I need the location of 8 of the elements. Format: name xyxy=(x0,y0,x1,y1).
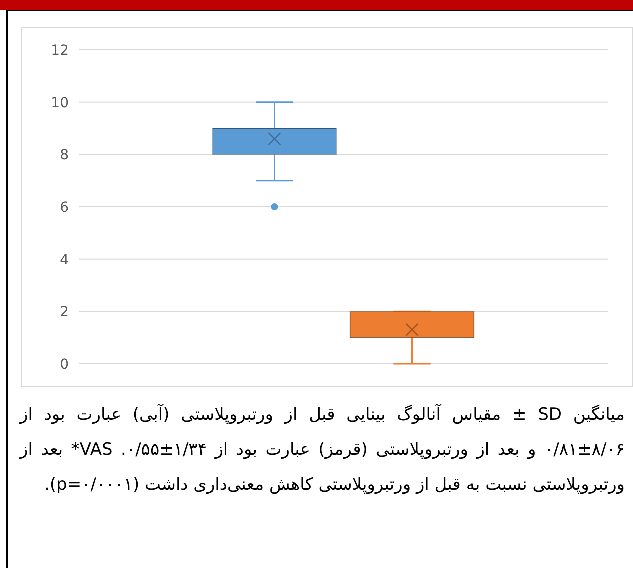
y-tick-label: 10 xyxy=(51,95,69,112)
y-tick-label: 12 xyxy=(51,43,69,59)
text: میانگین SD ± مقیاس آنالوگ بینایی قبل از ورتبروپلاستی (آبی) عبارت بود از ۸/۰۶±۰/۸۱ و بعد از ورتبروپلاستی (قرمز) عبارت بود از ۱/۳۴±۰/۵۵. VAS* بعد از ورتبروپلاستی نسبت به قبل از ورتبروپلاستی کاهش معنی‌داری داشت (p=۰/۰۰۰۱). xyxy=(20,403,625,497)
y-tick-label: 2 xyxy=(60,304,69,321)
y-tick-label: 4 xyxy=(60,252,70,268)
y-tick-label: 6 xyxy=(60,200,70,216)
y-tick-label: 0 xyxy=(60,357,69,373)
y-tick-label: 8 xyxy=(60,148,69,164)
